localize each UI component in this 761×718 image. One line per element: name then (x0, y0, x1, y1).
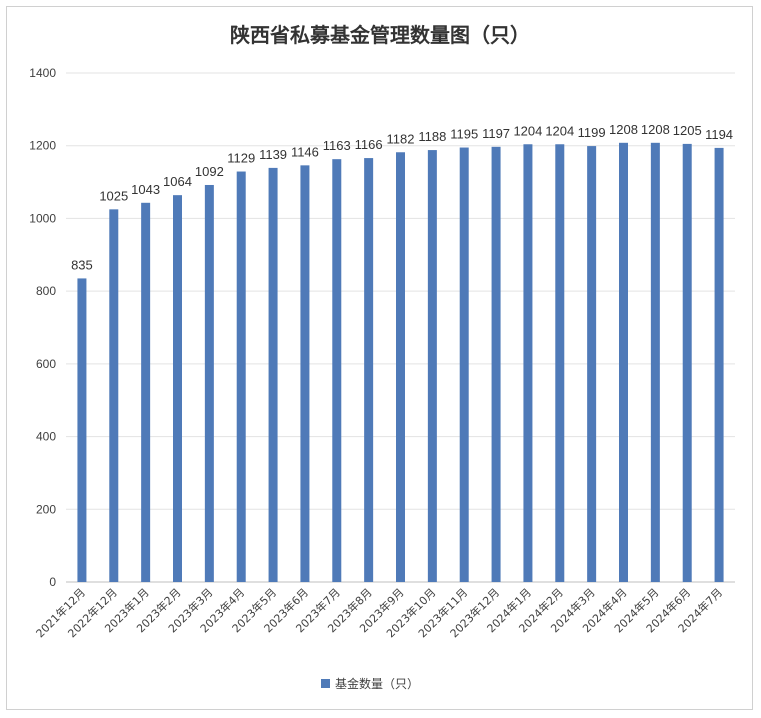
bar (364, 158, 374, 582)
legend-label: 基金数量（只） (335, 676, 419, 691)
bar (587, 146, 597, 582)
bar (236, 171, 246, 582)
bar (491, 146, 501, 582)
data-label: 1205 (673, 123, 702, 138)
bar (650, 142, 660, 582)
data-label: 1064 (163, 174, 192, 189)
data-label: 1139 (259, 147, 287, 162)
data-label: 835 (71, 257, 93, 272)
bar (714, 147, 724, 582)
data-label: 1129 (227, 151, 255, 166)
y-tick-label: 800 (36, 284, 56, 298)
bar (459, 147, 469, 582)
data-label: 1163 (323, 138, 351, 153)
data-label: 1199 (578, 125, 606, 140)
bar (141, 202, 151, 583)
bar (300, 165, 310, 582)
data-label: 1208 (641, 122, 670, 137)
y-tick-label: 1200 (29, 139, 56, 153)
bar (523, 144, 533, 582)
data-label: 1182 (387, 131, 415, 146)
y-tick-label: 0 (49, 575, 56, 589)
bar (332, 159, 342, 582)
y-tick-label: 400 (36, 430, 56, 444)
legend-swatch (321, 679, 330, 688)
chart-frame (6, 6, 753, 710)
data-label: 1195 (450, 127, 478, 142)
data-label: 1208 (609, 122, 638, 137)
bar (173, 195, 182, 582)
data-label: 1043 (131, 182, 160, 197)
y-tick-label: 600 (36, 357, 56, 371)
data-label: 1204 (513, 123, 542, 138)
data-label: 1092 (195, 164, 224, 179)
data-label: 1197 (482, 126, 510, 141)
y-tick-label: 1000 (29, 211, 56, 225)
bar (109, 209, 119, 582)
x-axis-ticks: 2021年12月2022年12月2023年1月2023年2月2023年3月202… (33, 585, 725, 640)
bar (268, 167, 278, 582)
y-tick-label: 200 (36, 502, 56, 516)
data-label: 1188 (418, 129, 446, 144)
data-label: 1025 (99, 188, 128, 203)
data-label: 1194 (705, 127, 733, 142)
legend: 基金数量（只） (321, 676, 419, 691)
y-tick-label: 1400 (29, 66, 56, 80)
bar (619, 142, 628, 582)
bar (204, 184, 214, 583)
chart-title: 陕西省私募基金管理数量图（只） (230, 23, 530, 47)
bars (77, 142, 724, 583)
bar (77, 278, 87, 582)
data-label: 1204 (545, 123, 574, 138)
bar (396, 152, 405, 582)
data-label: 1166 (355, 137, 383, 152)
y-axis-ticks: 0 200 400 600 800 1000 1200 1400 (29, 66, 56, 589)
bar (555, 144, 565, 582)
data-label: 1146 (291, 144, 319, 159)
bar (427, 150, 437, 582)
bar (682, 143, 692, 582)
